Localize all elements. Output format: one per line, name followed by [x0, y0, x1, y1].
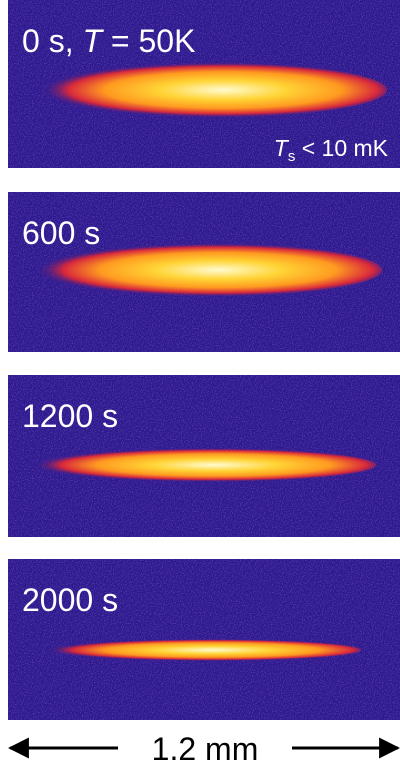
- label-part: 2000 s: [22, 582, 118, 618]
- panel-label: 600 s: [22, 215, 100, 251]
- image-panel: 1200 s: [8, 375, 400, 537]
- atom-cloud: [18, 243, 382, 297]
- page: 0 s, T = 50KTs < 10 mK600 s1200 s2000 s …: [0, 0, 400, 771]
- scale-bar: 1.2 mm: [10, 731, 398, 767]
- note-part: < 10 mK: [295, 135, 388, 161]
- scale-label: 1.2 mm: [152, 731, 259, 767]
- label-part: 0 s,: [22, 23, 82, 59]
- image-panel: 2000 s: [8, 559, 400, 720]
- panel-label: 0 s, T = 50K: [22, 23, 195, 59]
- atom-cloud: [16, 448, 376, 482]
- label-part: = 50K: [102, 23, 195, 59]
- note-subscript: s: [288, 148, 296, 165]
- label-part: 600 s: [22, 215, 100, 251]
- panel-label: 1200 s: [22, 398, 118, 434]
- image-panel: 600 s: [8, 192, 400, 352]
- figure: 0 s, T = 50KTs < 10 mK600 s1200 s2000 s …: [0, 0, 400, 771]
- atom-cloud: [31, 639, 361, 661]
- label-part: 1200 s: [22, 398, 118, 434]
- atom-cloud: [23, 62, 387, 118]
- panel-label: 2000 s: [22, 582, 118, 618]
